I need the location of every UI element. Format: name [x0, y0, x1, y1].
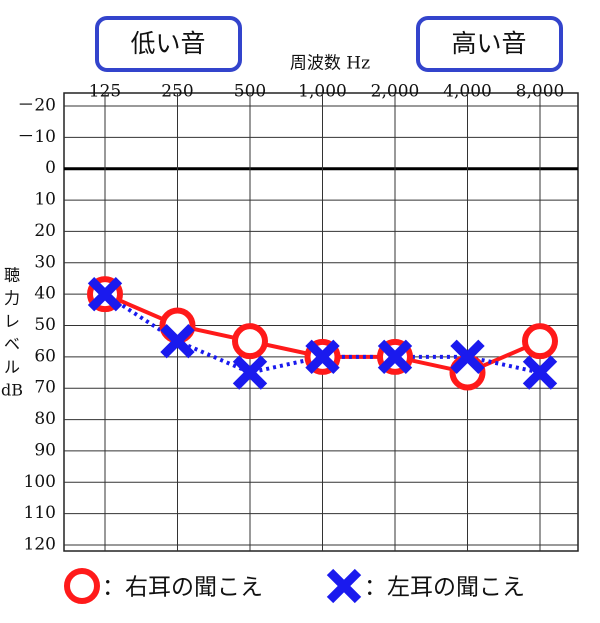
- marker: [450, 339, 485, 375]
- y-tick-label: 110: [24, 503, 56, 523]
- annotation-box: [416, 16, 563, 72]
- marker: [232, 323, 268, 360]
- x-tick-label: 4,000: [443, 82, 492, 102]
- marker-stroke: [87, 276, 123, 312]
- y-axis-label: 力: [4, 289, 20, 308]
- y-axis-label: dB: [1, 381, 23, 400]
- x-tick-label: 125: [89, 82, 121, 102]
- y-tick-label: 60: [34, 346, 56, 366]
- y-tick-label: 100: [24, 472, 56, 492]
- x-tick-label: 1,000: [298, 82, 347, 102]
- annotation: 高い音: [451, 29, 526, 58]
- marker-stroke: [326, 568, 362, 604]
- marker-stroke: [160, 323, 195, 359]
- annotation-box: [95, 16, 242, 72]
- y-axis-label: ル: [4, 358, 20, 377]
- y-tick-label: 20: [34, 221, 56, 241]
- marker: [87, 276, 123, 312]
- legend-label: ：左耳の聞こえ: [364, 575, 525, 601]
- y-axis-label: ベ: [4, 335, 20, 354]
- legend-label: ：右耳の聞こえ: [102, 575, 263, 601]
- marker-stroke: [232, 355, 268, 390]
- x-tick-label: 2,000: [371, 82, 420, 102]
- y-tick-label: 90: [34, 440, 56, 460]
- x-tick-label: 500: [234, 82, 266, 102]
- x-tick-label: 250: [161, 82, 193, 102]
- marker-stroke: [522, 355, 558, 390]
- y-tick-label: 70: [34, 378, 56, 398]
- y-axis-label: レ: [4, 312, 20, 331]
- y-tick-label: 10: [34, 190, 56, 210]
- y-tick-label: －20: [17, 96, 56, 116]
- marker-stroke: [305, 339, 340, 375]
- y-tick-label: －10: [17, 127, 56, 147]
- y-tick-label: 40: [34, 284, 56, 304]
- marker: [377, 339, 413, 375]
- legend-marker: [64, 568, 100, 604]
- y-tick-label: 30: [34, 252, 56, 272]
- legend-marker: [326, 568, 362, 604]
- marker: [522, 323, 558, 360]
- marker: [232, 355, 268, 390]
- x-tick-label: 8,000: [516, 82, 565, 102]
- plot-frame: [63, 92, 579, 552]
- y-axis-label: 聴: [4, 266, 20, 285]
- marker: [160, 323, 195, 359]
- y-tick-label: 50: [34, 315, 56, 335]
- annotation: 低い音: [130, 29, 205, 58]
- marker-stroke: [377, 339, 413, 375]
- marker: [522, 355, 558, 390]
- y-tick-label: 0: [45, 158, 56, 178]
- marker: [305, 339, 340, 375]
- y-tick-label: 80: [34, 409, 56, 429]
- x-axis-label: 周波数 Hz: [290, 54, 370, 74]
- y-tick-label: 120: [24, 535, 56, 555]
- marker-stroke: [450, 339, 485, 375]
